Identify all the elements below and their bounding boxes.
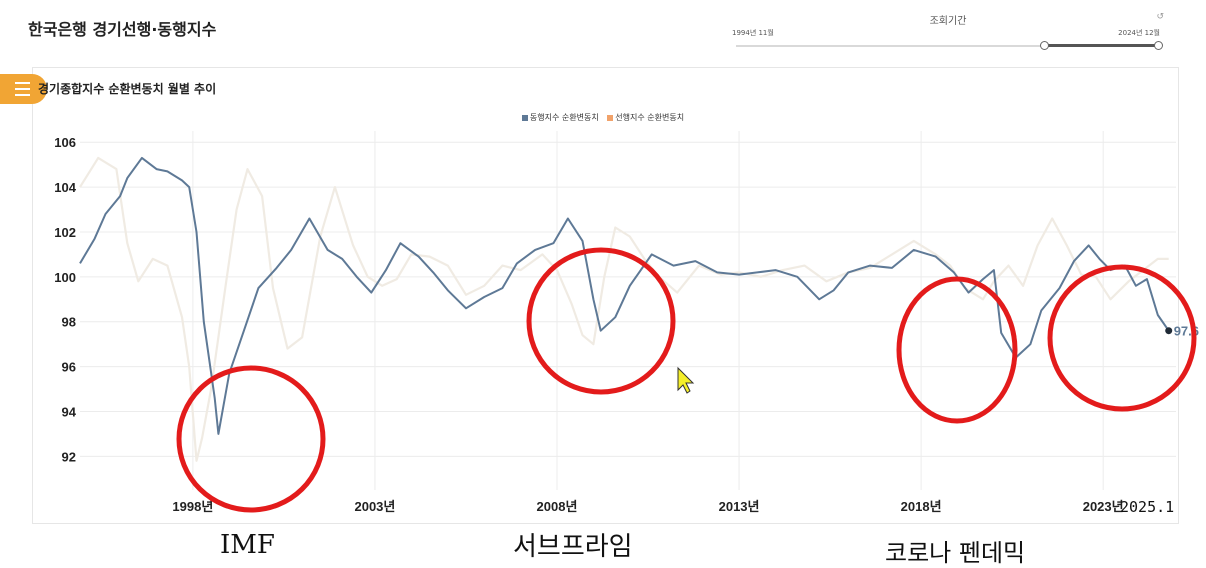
caption-imf: IMF	[220, 530, 275, 560]
legend-item-leading[interactable]: 선행지수 순환변동치	[607, 113, 684, 122]
period-slider-range	[1044, 44, 1158, 47]
y-tick-label: 100	[54, 270, 76, 285]
y-tick-label: 98	[62, 315, 76, 330]
period-slider-start-handle[interactable]	[1040, 41, 1049, 50]
series-end-point	[1165, 327, 1173, 335]
y-tick-label: 104	[54, 180, 76, 195]
highlight-circle	[896, 276, 1018, 424]
legend-label-coincident: 동행지수 순환변동치	[529, 113, 599, 122]
x-tick-label: 2003년	[354, 499, 395, 514]
x-tick-label: 2008년	[537, 499, 578, 514]
cursor-icon	[677, 366, 695, 394]
period-start-label: 1994년 11월	[732, 29, 774, 37]
date-label: 2025.1	[1120, 498, 1175, 516]
y-tick-label: 102	[54, 225, 76, 240]
period-filter: 조회기간 ↺ 1994년 11월 2024년 12월	[732, 12, 1164, 52]
highlight-circle	[1047, 264, 1197, 412]
page-title: 한국은행 경기선행·동행지수	[28, 20, 217, 39]
y-tick-label: 106	[54, 135, 76, 150]
x-tick-label: 1998년	[172, 499, 213, 514]
x-tick-label: 2023년	[1083, 499, 1124, 514]
series-line-leading	[79, 156, 1169, 462]
highlight-circle	[176, 365, 326, 513]
menu-button[interactable]	[0, 74, 47, 104]
x-tick-label: 2018년	[901, 499, 942, 514]
chart-legend: 동행지수 순환변동치 선행지수 순환변동치	[0, 112, 1206, 123]
legend-swatch-coincident	[521, 114, 528, 121]
x-tick-label: 2013년	[719, 499, 760, 514]
period-slider-track[interactable]	[736, 45, 1160, 47]
period-label: 조회기간	[929, 16, 967, 27]
y-tick-label: 92	[62, 449, 76, 464]
period-end-label: 2024년 12월	[1118, 29, 1160, 37]
legend-swatch-leading	[607, 114, 614, 121]
caption-subprime: 서브프라임	[513, 532, 633, 562]
reset-icon[interactable]: ↺	[1156, 12, 1164, 22]
period-slider-end-handle[interactable]	[1154, 41, 1163, 50]
highlight-circle	[526, 247, 676, 395]
y-tick-label: 94	[62, 404, 77, 419]
chart-title: 경기종합지수 순환변동치 월별 추이	[38, 82, 217, 96]
y-tick-label: 96	[62, 360, 76, 375]
legend-item-coincident[interactable]: 동행지수 순환변동치	[521, 113, 601, 122]
caption-covid: 코로나 펜데믹	[885, 539, 1026, 567]
legend-label-leading: 선행지수 순환변동치	[615, 113, 685, 122]
